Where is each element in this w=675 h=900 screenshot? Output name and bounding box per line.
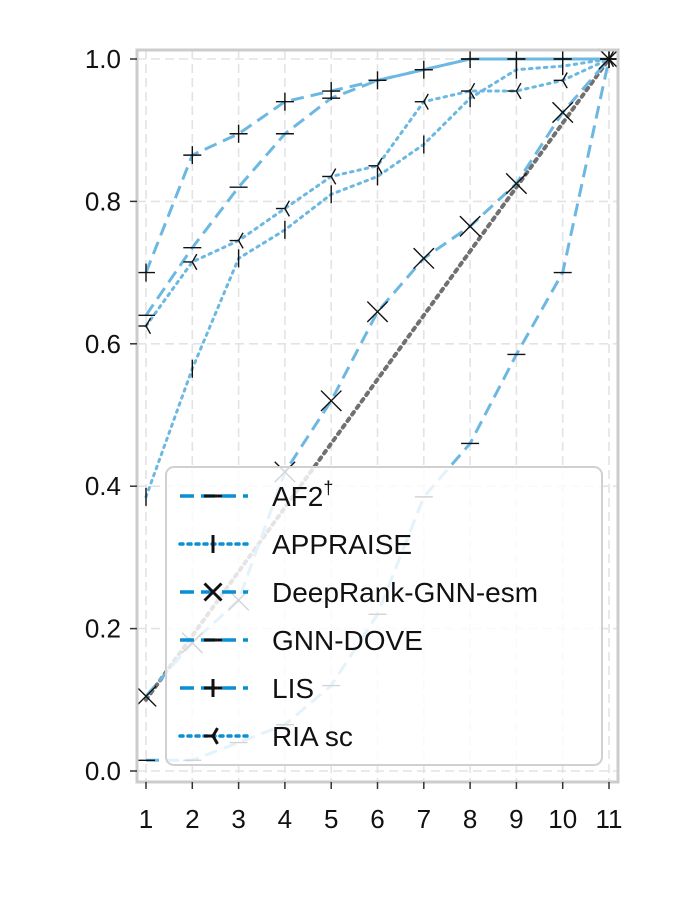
point-lis-8 bbox=[461, 50, 480, 68]
point-deeprank-gnn-esm-9 bbox=[505, 172, 528, 195]
legend: AF2† APPRAISE DeepRank-GNN-esm GNN-DOVE LIS R… bbox=[165, 466, 603, 766]
legend-item-appraise: APPRAISE bbox=[178, 529, 412, 560]
x-tick-label-2: 2 bbox=[185, 804, 199, 834]
point-ria-sc-9 bbox=[507, 82, 522, 100]
legend-label-lis: LIS bbox=[272, 673, 314, 704]
point-lis-7 bbox=[414, 60, 433, 79]
point-lis-4 bbox=[275, 92, 294, 111]
legend-item-deeprank-gnn-esm: DeepRank-GNN-esm bbox=[180, 577, 538, 608]
point-ria-sc-7 bbox=[414, 93, 429, 110]
legend-item-af2: AF2† bbox=[180, 478, 333, 512]
point-lis-6 bbox=[368, 71, 387, 90]
legend-item-ria-sc: RIA sc bbox=[178, 721, 353, 752]
legend-label-appraise: APPRAISE bbox=[272, 529, 412, 560]
y-tick-label-6: 1.0 bbox=[85, 44, 121, 74]
point-deeprank-gnn-esm-6 bbox=[366, 301, 389, 323]
x-tick-label-5: 5 bbox=[324, 804, 338, 834]
y-tick-label-1: 0.0 bbox=[85, 756, 121, 786]
series-line-gnn-dove bbox=[144, 57, 609, 317]
point-ria-sc-6 bbox=[368, 157, 383, 174]
point-ria-sc-11 bbox=[600, 50, 615, 68]
x-tick-label-3: 3 bbox=[231, 804, 245, 834]
point-deeprank-gnn-esm-5 bbox=[320, 390, 342, 412]
point-ria-sc-8 bbox=[461, 82, 476, 100]
y-tick-label-2: 0.2 bbox=[85, 614, 121, 644]
point-deeprank-gnn-esm-8 bbox=[459, 215, 481, 238]
point-lis-3 bbox=[229, 124, 248, 143]
legend-item-lis: LIS bbox=[180, 673, 314, 704]
y-tick-label-4: 0.6 bbox=[85, 329, 121, 359]
point-lis-2 bbox=[183, 146, 202, 165]
legend-label-deeprank-gnn-esm: DeepRank-GNN-esm bbox=[272, 577, 538, 608]
point-ria-sc-2 bbox=[183, 253, 198, 271]
point-lis-10 bbox=[553, 50, 572, 68]
x-tick-label-7: 7 bbox=[417, 804, 431, 834]
point-lis-5 bbox=[322, 82, 341, 101]
axis-ticks: 1 2 3 4 5 6 7 8 9 10 11 0.0 0.2 0.4 0.6 0.8 1.0 bbox=[85, 44, 623, 834]
legend-label-gnn-dove: GNN-DOVE bbox=[272, 625, 423, 656]
point-deeprank-gnn-esm-7 bbox=[413, 247, 435, 270]
legend-marker-ria-sc bbox=[204, 727, 219, 745]
x-tick-label-10: 10 bbox=[548, 804, 577, 834]
point-ria-sc-5 bbox=[322, 168, 337, 185]
point-ria-sc-1 bbox=[137, 317, 152, 335]
legend-box bbox=[165, 466, 603, 766]
x-tick-label-9: 9 bbox=[509, 804, 523, 834]
point-deeprank-gnn-esm-1 bbox=[135, 685, 157, 707]
legend-marker-lis bbox=[204, 679, 222, 697]
x-tick-label-1: 1 bbox=[139, 804, 153, 834]
y-tick-label-3: 0.4 bbox=[85, 471, 121, 501]
y-tick-label-5: 0.8 bbox=[85, 186, 121, 216]
point-ria-sc-10 bbox=[553, 72, 568, 89]
legend-item-gnn-dove: GNN-DOVE bbox=[180, 625, 423, 656]
series-line-appraise bbox=[144, 57, 611, 499]
legend-marker-deeprank-gnn-esm bbox=[203, 582, 223, 602]
point-lis-1 bbox=[137, 263, 155, 282]
point-lis-9 bbox=[507, 50, 526, 68]
point-deeprank-gnn-esm-10 bbox=[552, 101, 574, 124]
x-tick-label-4: 4 bbox=[278, 804, 292, 834]
legend-label-sup-af2: † bbox=[323, 478, 333, 498]
legend-label-ria-sc: RIA sc bbox=[272, 721, 353, 752]
x-tick-label-8: 8 bbox=[463, 804, 477, 834]
series-line-ria-sc bbox=[144, 57, 611, 328]
point-ria-sc-4 bbox=[275, 200, 291, 217]
legend-label-af2: AF2† bbox=[272, 478, 333, 512]
point-ria-sc-3 bbox=[229, 232, 244, 249]
x-tick-label-11: 11 bbox=[596, 804, 623, 834]
series-markers bbox=[135, 48, 620, 762]
x-tick-label-6: 6 bbox=[370, 804, 384, 834]
